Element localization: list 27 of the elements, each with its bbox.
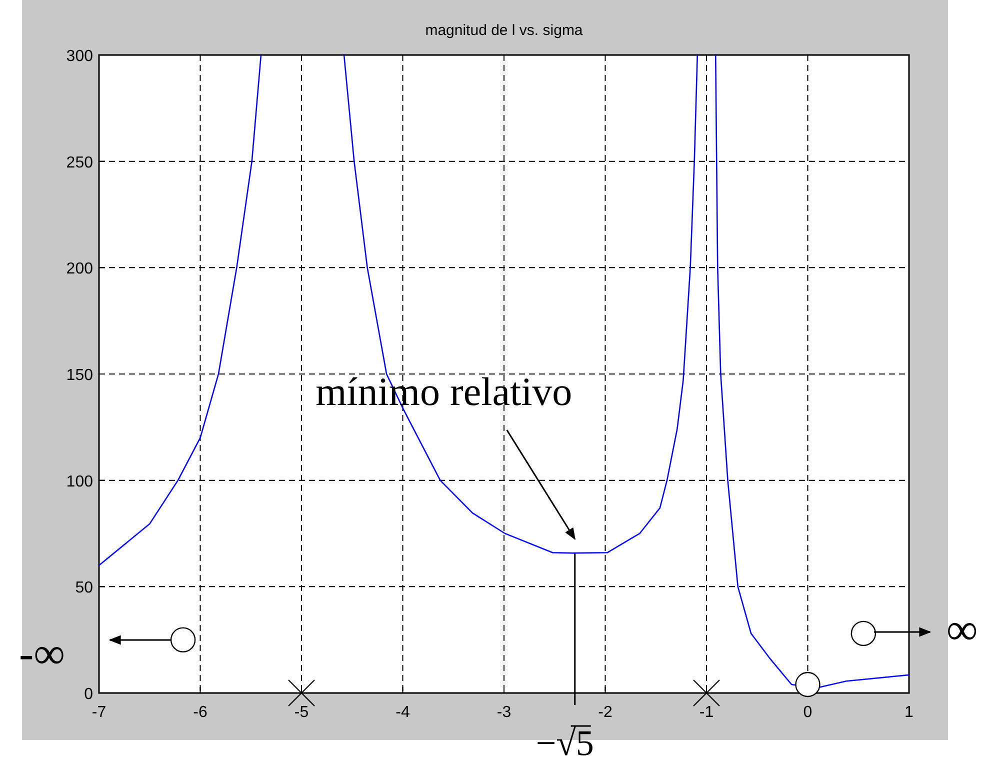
x-tick-label: -3 <box>496 704 512 721</box>
x-tick-label: -1 <box>699 704 714 721</box>
chart-title: magnitud de l vs. sigma <box>425 22 584 39</box>
y-tick-label: 100 <box>66 473 94 490</box>
x-tick-label: -5 <box>294 704 309 721</box>
x-tick-label: 1 <box>904 704 914 721</box>
line-series <box>714 54 910 689</box>
text: -∞ <box>18 629 66 678</box>
y-tick-label: 150 <box>66 367 94 384</box>
line-series <box>98 54 262 566</box>
point <box>795 672 820 698</box>
y-tick-label: 250 <box>66 154 94 172</box>
x-tick-label: -4 <box>396 704 410 721</box>
point <box>850 620 876 646</box>
y-tick-label: 50 <box>75 580 94 597</box>
y-tick-label: 0 <box>84 686 94 703</box>
y-tick-label: 200 <box>66 260 94 278</box>
point <box>288 679 316 707</box>
x-tick-label: -2 <box>598 704 612 721</box>
ref-line-label: −√5 <box>536 723 594 758</box>
point <box>692 679 720 707</box>
x-tick-label: -6 <box>193 704 208 721</box>
y-tick-label: 300 <box>66 48 94 65</box>
text: ∞ <box>946 605 978 654</box>
x-tick-label: -7 <box>92 704 106 721</box>
point <box>170 627 196 652</box>
x-tick-label: 0 <box>803 704 812 721</box>
